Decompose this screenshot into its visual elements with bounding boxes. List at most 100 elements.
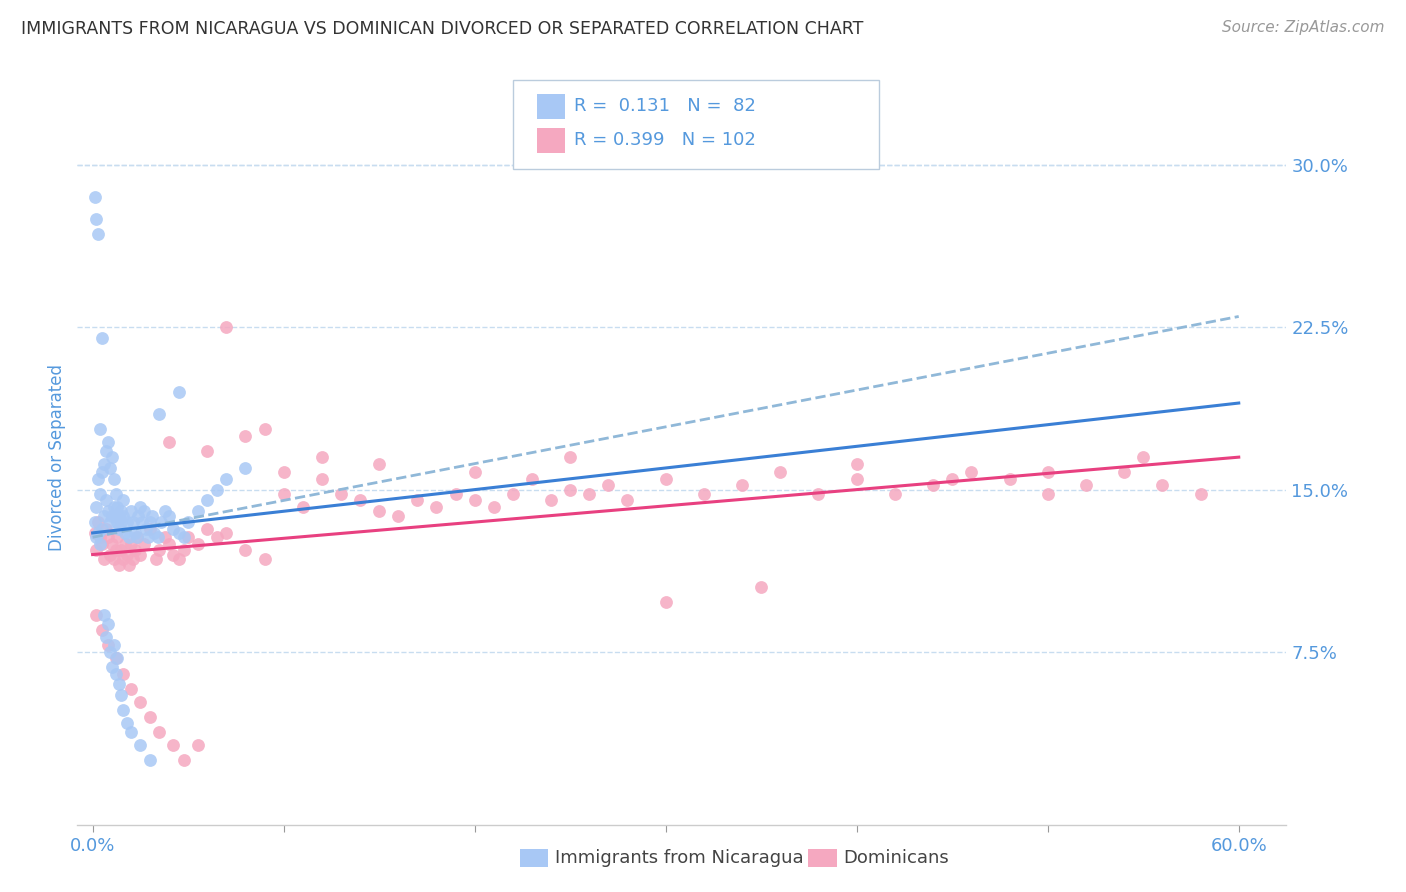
Point bbox=[578, 487, 600, 501]
Point bbox=[960, 465, 983, 479]
Point bbox=[107, 500, 129, 514]
Point bbox=[89, 422, 111, 436]
Point bbox=[129, 500, 152, 514]
Point bbox=[97, 435, 120, 450]
Point bbox=[598, 478, 620, 492]
Point bbox=[115, 548, 138, 562]
Point bbox=[129, 695, 152, 709]
Point bbox=[162, 522, 184, 536]
Point bbox=[108, 558, 131, 573]
Point bbox=[93, 552, 115, 566]
Point bbox=[464, 465, 486, 479]
Point bbox=[311, 450, 333, 464]
Point bbox=[97, 530, 120, 544]
Point bbox=[883, 487, 905, 501]
Point bbox=[86, 608, 108, 623]
Point bbox=[291, 500, 314, 514]
Point bbox=[94, 443, 117, 458]
Point bbox=[150, 515, 173, 529]
Point bbox=[922, 478, 945, 492]
Point bbox=[135, 522, 157, 536]
Point bbox=[97, 616, 120, 631]
Point bbox=[97, 639, 120, 653]
Point bbox=[100, 660, 122, 674]
Point bbox=[103, 500, 125, 514]
Point bbox=[112, 703, 135, 717]
Point bbox=[153, 530, 176, 544]
Point bbox=[167, 385, 190, 400]
Point bbox=[112, 493, 135, 508]
Point bbox=[121, 515, 143, 529]
Text: Source: ZipAtlas.com: Source: ZipAtlas.com bbox=[1222, 20, 1385, 35]
Point bbox=[173, 753, 195, 767]
Point bbox=[349, 493, 371, 508]
Point bbox=[86, 530, 108, 544]
Point bbox=[845, 457, 868, 471]
Point bbox=[120, 537, 142, 551]
Y-axis label: Divorced or Separated: Divorced or Separated bbox=[48, 364, 66, 550]
Point bbox=[87, 227, 110, 242]
Point bbox=[215, 525, 238, 540]
Point bbox=[114, 525, 136, 540]
Point bbox=[235, 461, 257, 475]
Point bbox=[368, 504, 391, 518]
Point bbox=[162, 548, 184, 562]
Point bbox=[387, 508, 409, 523]
Point bbox=[86, 543, 108, 558]
Point bbox=[107, 515, 129, 529]
Point bbox=[731, 478, 754, 492]
Point bbox=[187, 504, 209, 518]
Point bbox=[110, 515, 132, 529]
Point bbox=[93, 608, 115, 623]
Point bbox=[100, 508, 122, 523]
Text: Immigrants from Nicaragua: Immigrants from Nicaragua bbox=[555, 849, 804, 867]
Point bbox=[215, 472, 238, 486]
Point bbox=[91, 465, 114, 479]
Point bbox=[127, 508, 149, 523]
Point bbox=[187, 738, 209, 752]
Point bbox=[94, 630, 117, 644]
Point bbox=[100, 537, 122, 551]
Text: R = 0.399   N = 102: R = 0.399 N = 102 bbox=[574, 131, 755, 149]
Point bbox=[162, 738, 184, 752]
Point bbox=[157, 508, 180, 523]
Point bbox=[540, 493, 562, 508]
Point bbox=[235, 428, 257, 442]
Point bbox=[108, 508, 131, 523]
Point bbox=[654, 595, 676, 609]
Point bbox=[215, 320, 238, 334]
Point bbox=[425, 500, 447, 514]
Point bbox=[187, 537, 209, 551]
Point bbox=[464, 493, 486, 508]
Point bbox=[329, 487, 352, 501]
Point bbox=[195, 493, 218, 508]
Point bbox=[134, 504, 156, 518]
Point bbox=[104, 543, 127, 558]
Point bbox=[94, 493, 117, 508]
Point bbox=[1074, 478, 1097, 492]
Point bbox=[311, 472, 333, 486]
Point bbox=[444, 487, 467, 501]
Point bbox=[406, 493, 429, 508]
Point bbox=[273, 487, 295, 501]
Point bbox=[560, 450, 582, 464]
Point bbox=[520, 472, 543, 486]
Point bbox=[139, 515, 162, 529]
Point bbox=[89, 537, 111, 551]
Point bbox=[502, 487, 524, 501]
Point bbox=[368, 457, 391, 471]
Point bbox=[120, 681, 142, 696]
Point bbox=[131, 515, 153, 529]
Point bbox=[115, 716, 138, 731]
Point bbox=[104, 666, 127, 681]
Point bbox=[104, 508, 127, 523]
Point bbox=[139, 753, 162, 767]
Point bbox=[114, 537, 136, 551]
Point bbox=[129, 738, 152, 752]
Point bbox=[998, 472, 1021, 486]
Point bbox=[167, 552, 190, 566]
Point bbox=[93, 457, 115, 471]
Point bbox=[1189, 487, 1212, 501]
Text: Dominicans: Dominicans bbox=[844, 849, 949, 867]
Point bbox=[86, 500, 108, 514]
